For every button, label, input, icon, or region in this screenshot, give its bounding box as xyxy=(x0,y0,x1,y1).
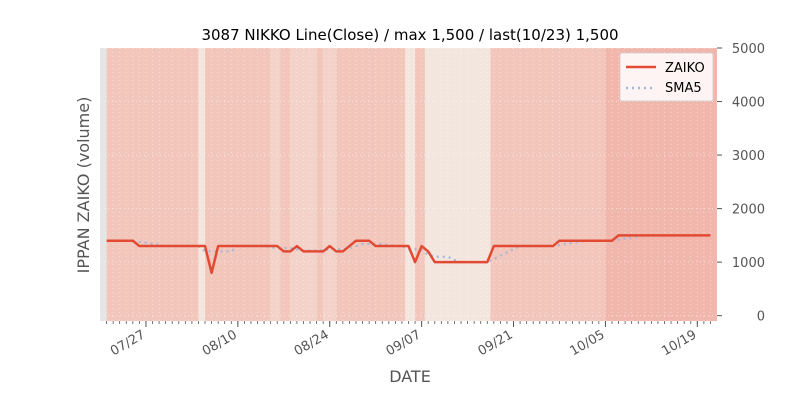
series-layer xyxy=(106,234,711,275)
background-band xyxy=(198,48,206,321)
background-band xyxy=(270,48,281,321)
background-band xyxy=(316,48,324,321)
y-tick-label: 3000 xyxy=(732,149,765,164)
background-band xyxy=(205,48,271,321)
background-band xyxy=(415,48,425,321)
background-band xyxy=(405,48,416,321)
background-band xyxy=(290,48,317,321)
background-band xyxy=(323,48,337,321)
background-band xyxy=(490,48,606,321)
background-band xyxy=(280,48,291,321)
x-axis-label: DATE xyxy=(389,367,431,386)
background-band xyxy=(336,48,406,321)
legend-zaiko-label: ZAIKO xyxy=(665,61,705,76)
chart-title: 3087 NIKKO Line(Close) / max 1,500 / las… xyxy=(201,26,618,44)
background-band xyxy=(106,48,199,321)
grid-lines xyxy=(100,47,717,321)
y-tick-label: 1000 xyxy=(732,256,765,271)
legend: ZAIKO SMA5 xyxy=(619,52,714,102)
y-axis: 0 1000 2000 3000 4000 5000 xyxy=(717,42,765,325)
legend-sma5-label: SMA5 xyxy=(665,81,702,96)
y-tick-label: 2000 xyxy=(732,203,765,218)
series-line-zaiko xyxy=(106,234,711,275)
y-tick-label: 5000 xyxy=(732,42,765,57)
series-line-sma5 xyxy=(132,234,711,264)
background-band xyxy=(424,48,491,321)
y-axis-label: IPPAN ZAIKO (volume) xyxy=(74,97,93,274)
y-tick-label: 4000 xyxy=(732,96,765,111)
legend-box xyxy=(619,52,714,102)
y-tick-label: 0 xyxy=(757,310,765,325)
